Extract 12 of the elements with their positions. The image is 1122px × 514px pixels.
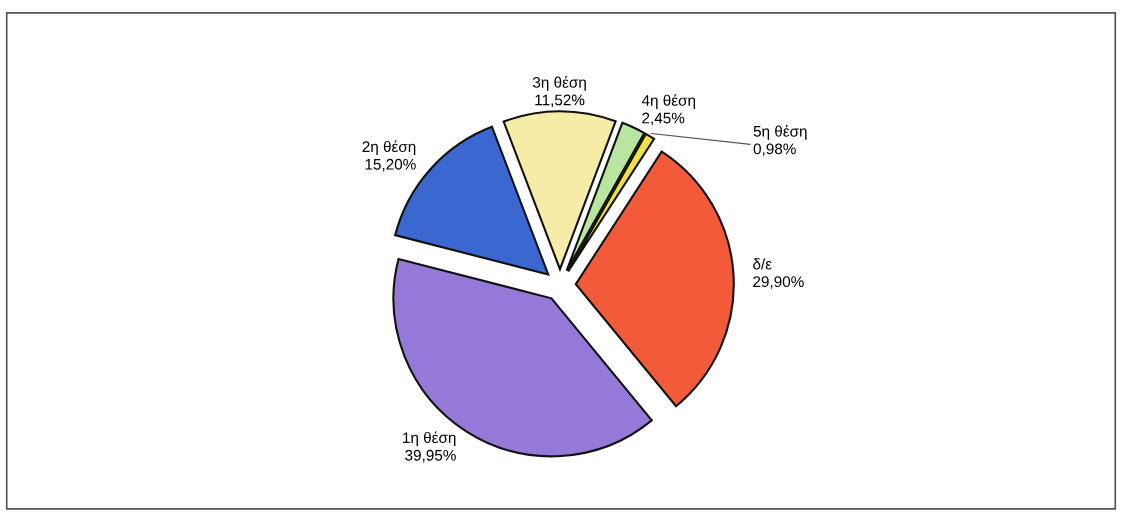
data-label: 2,45% xyxy=(642,112,685,126)
slice-label: 5η θέση xyxy=(753,125,807,140)
slice-label: 2η θέση xyxy=(362,140,416,156)
data-label: 39,95% xyxy=(405,449,456,463)
data-label: 29,90% xyxy=(753,276,804,289)
data-label: 0,98% xyxy=(753,143,796,157)
slice-label: 1η θέση xyxy=(403,431,456,447)
slice-label: 3η θέση xyxy=(532,76,586,91)
slice-label: δ/ε xyxy=(753,258,772,270)
slice-label: 4η θέση xyxy=(641,94,696,109)
data-label: 11,52% xyxy=(535,94,585,108)
data-label: 15,20% xyxy=(365,158,416,172)
